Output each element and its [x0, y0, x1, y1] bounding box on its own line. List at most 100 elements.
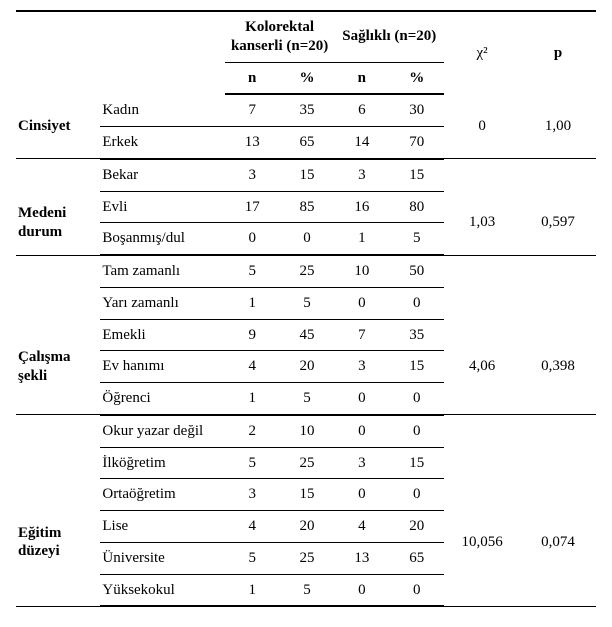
value-cell: 0 [389, 383, 444, 415]
stat-spacer [520, 415, 596, 447]
value-cell: 4 [225, 511, 280, 543]
col-header-p2: % [389, 62, 444, 94]
table-row: Okur yazar değil21000 [16, 415, 596, 447]
p-cell: 0,597 [520, 191, 596, 255]
value-cell: 5 [280, 383, 335, 415]
col-header-group2: Sağlıklı (n=20) [334, 11, 444, 62]
value-cell: 0 [280, 223, 335, 255]
category-cell: Medeni durum [16, 191, 100, 255]
table-row: CinsiyetKadın73563001,00 [16, 94, 596, 126]
value-cell: 25 [280, 542, 335, 574]
value-cell: 65 [280, 127, 335, 159]
value-cell: 7 [225, 94, 280, 126]
value-cell: 14 [334, 127, 389, 159]
header-row-1: Kolorektal kanserli (n=20) Sağlıklı (n=2… [16, 11, 596, 62]
value-cell: 0 [334, 574, 389, 606]
value-cell: 0 [334, 479, 389, 511]
subcategory-cell: Okur yazar değil [100, 415, 224, 447]
subcategory-cell: Öğrenci [100, 383, 224, 415]
value-cell: 5 [225, 255, 280, 287]
value-cell: 4 [225, 351, 280, 383]
value-cell: 15 [389, 447, 444, 479]
stat-spacer [444, 287, 520, 319]
stat-spacer [444, 159, 520, 191]
value-cell: 25 [280, 447, 335, 479]
subcategory-cell: Erkek [100, 127, 224, 159]
value-cell: 13 [225, 127, 280, 159]
value-cell: 10 [334, 255, 389, 287]
stat-spacer [444, 415, 520, 447]
value-cell: 7 [334, 319, 389, 351]
value-cell: 20 [389, 511, 444, 543]
col-header-n2: n [334, 62, 389, 94]
category-cell: Çalışma şekli [16, 319, 100, 415]
p-cell: 0,398 [520, 319, 596, 415]
value-cell: 13 [334, 542, 389, 574]
value-cell: 30 [389, 94, 444, 126]
value-cell: 3 [334, 159, 389, 191]
col-header-n1: n [225, 62, 280, 94]
value-cell: 50 [389, 255, 444, 287]
value-cell: 15 [389, 159, 444, 191]
chi-cell: 4,06 [444, 319, 520, 415]
subcategory-cell: Evli [100, 191, 224, 223]
value-cell: 0 [389, 479, 444, 511]
value-cell: 5 [225, 447, 280, 479]
subcategory-cell: Tam zamanlı [100, 255, 224, 287]
value-cell: 3 [225, 479, 280, 511]
value-cell: 1 [225, 574, 280, 606]
subcategory-cell: İlköğretim [100, 447, 224, 479]
value-cell: 5 [389, 223, 444, 255]
value-cell: 5 [225, 542, 280, 574]
value-cell: 1 [334, 223, 389, 255]
value-cell: 16 [334, 191, 389, 223]
chi-cell: 1,03 [444, 191, 520, 255]
value-cell: 3 [334, 351, 389, 383]
category-cell: Cinsiyet [16, 94, 100, 159]
value-cell: 85 [280, 191, 335, 223]
subcategory-cell: Kadın [100, 94, 224, 126]
subcategory-cell: Emekli [100, 319, 224, 351]
subcategory-cell: Üniversite [100, 542, 224, 574]
col-header-group1: Kolorektal kanserli (n=20) [225, 11, 335, 62]
value-cell: 3 [225, 159, 280, 191]
col-header-p1: % [280, 62, 335, 94]
p-cell: 1,00 [520, 94, 596, 159]
col-header-chi: χ² [444, 11, 520, 94]
category-spacer [16, 287, 100, 319]
value-cell: 0 [389, 287, 444, 319]
value-cell: 5 [280, 287, 335, 319]
subcategory-cell: Yüksekokul [100, 574, 224, 606]
category-spacer [16, 415, 100, 447]
category-spacer [16, 159, 100, 191]
subcategory-cell: Ortaöğretim [100, 479, 224, 511]
chi-cell: 10,056 [444, 479, 520, 607]
value-cell: 15 [389, 351, 444, 383]
stat-spacer [444, 255, 520, 287]
stat-spacer [520, 159, 596, 191]
value-cell: 0 [334, 415, 389, 447]
demographics-table: Kolorektal kanserli (n=20) Sağlıklı (n=2… [16, 10, 596, 607]
table-body: CinsiyetKadın73563001,00Erkek13651470Bek… [16, 94, 596, 606]
table-row: Yarı zamanlı1500 [16, 287, 596, 319]
stat-spacer [520, 447, 596, 479]
value-cell: 2 [225, 415, 280, 447]
stat-spacer [520, 255, 596, 287]
value-cell: 65 [389, 542, 444, 574]
table-row: İlköğretim525315 [16, 447, 596, 479]
category-spacer [16, 255, 100, 287]
table-row: Çalışma şekliEmekli9457354,060,398 [16, 319, 596, 351]
value-cell: 3 [334, 447, 389, 479]
value-cell: 0 [225, 223, 280, 255]
p-cell: 0,074 [520, 479, 596, 607]
chi-cell: 0 [444, 94, 520, 159]
value-cell: 15 [280, 479, 335, 511]
value-cell: 17 [225, 191, 280, 223]
value-cell: 1 [225, 383, 280, 415]
subcategory-cell: Lise [100, 511, 224, 543]
value-cell: 25 [280, 255, 335, 287]
table-row: Medeni durumEvli178516801,030,597 [16, 191, 596, 223]
category-cell: Eğitim düzeyi [16, 479, 100, 607]
value-cell: 35 [280, 94, 335, 126]
col-header-p: p [520, 11, 596, 94]
